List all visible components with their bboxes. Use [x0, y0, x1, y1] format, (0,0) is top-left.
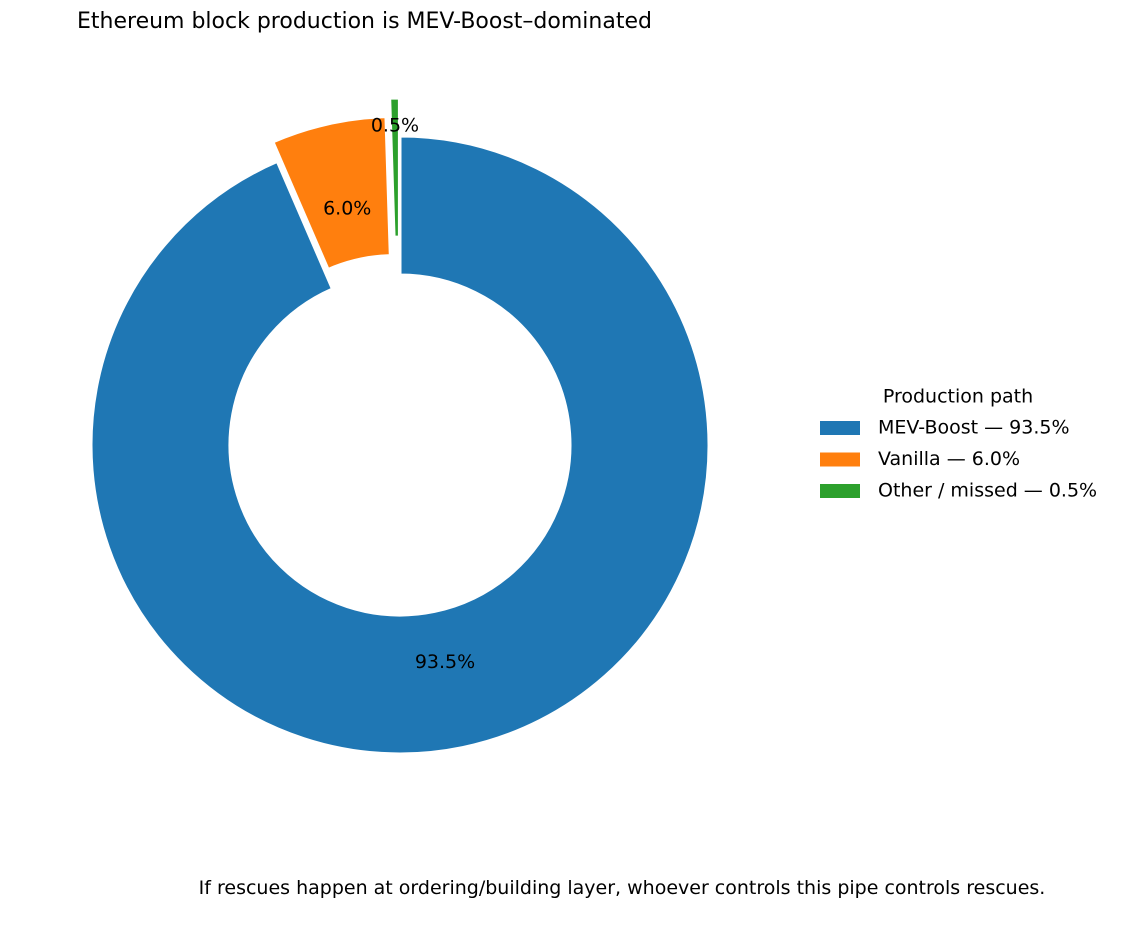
chart: Ethereum block production is MEV-Boost–d… — [77, 9, 1097, 756]
legend-title: Production path — [883, 386, 1033, 408]
legend-swatch — [820, 421, 860, 435]
value-label: 6.0% — [323, 197, 371, 219]
legend-label: Other / missed — 0.5% — [878, 480, 1097, 502]
legend-swatch — [820, 452, 860, 467]
caption: If rescues happen at ordering/building l… — [198, 877, 1046, 899]
wedge — [270, 115, 392, 272]
legend-label: Vanilla — 6.0% — [878, 448, 1020, 470]
legend-swatch — [820, 484, 860, 498]
legend-label: MEV-Boost — 93.5% — [878, 417, 1070, 439]
wedge — [388, 96, 401, 239]
value-label: 93.5% — [415, 651, 475, 673]
chart-title: Ethereum block production is MEV-Boost–d… — [77, 9, 652, 34]
value-label: 0.5% — [371, 115, 419, 137]
wedge — [89, 134, 711, 756]
